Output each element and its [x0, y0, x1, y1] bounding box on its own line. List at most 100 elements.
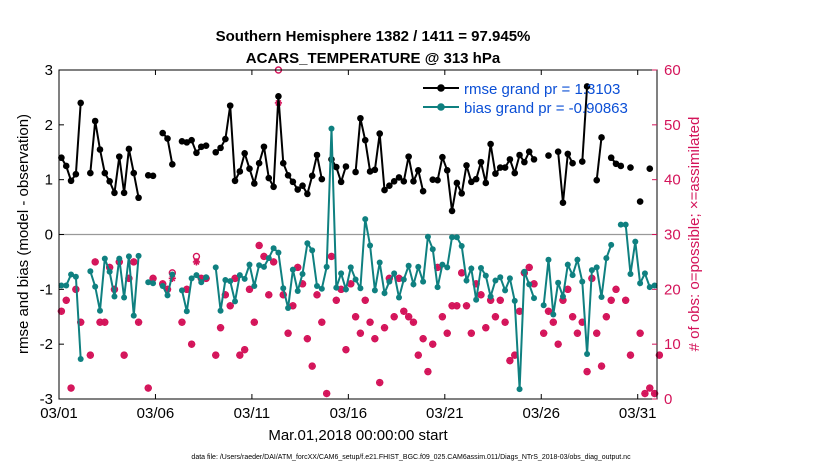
legend-bias-marker [437, 103, 445, 111]
obs-assimilated-point [342, 346, 350, 354]
chart-title: Southern Hemisphere 1382 / 1411 = 97.945… [216, 28, 531, 45]
bias-point [342, 286, 349, 293]
bias-point [608, 241, 615, 248]
obs-assimilated-point [636, 329, 644, 337]
y2-axis-label: # of obs: o=possible; ×=assimilated [686, 117, 703, 352]
obs-assimilated-point [255, 241, 263, 250]
rmse-point [410, 178, 417, 185]
bias-point [391, 270, 398, 277]
obs-assimilated-point [371, 335, 379, 343]
obs-assimilated-point [313, 291, 321, 299]
rmse-point [559, 199, 567, 206]
legend[interactable]: rmse grand pr = 1.3103 bias grand pr = -… [423, 81, 628, 117]
rmse-point [236, 168, 244, 175]
rmse-point [468, 178, 475, 186]
bias-point [381, 290, 388, 297]
rmse-point [149, 172, 157, 180]
rmse-point [159, 129, 166, 137]
obs-assimilated-point [593, 329, 601, 337]
bias-point [111, 293, 118, 300]
obs-assimilated-point [308, 362, 316, 370]
obs-assimilated-point [641, 389, 649, 398]
rmse-point [583, 83, 591, 90]
bias-point [217, 307, 224, 314]
rmse-point [448, 207, 456, 215]
obs-assimilated-point [540, 329, 548, 337]
plot-area: 03/01 03/06 03/11 03/16 03/21 03/26 03/31 -3 -2 -… [40, 62, 681, 422]
obs-assimilated-point [361, 296, 369, 304]
rmse-point [525, 148, 533, 156]
obs-assimilated-point [323, 389, 331, 398]
legend-bias-label: bias grand pr = -0.90863 [464, 100, 628, 117]
rmse-line [330, 158, 347, 186]
bias-point [420, 278, 427, 285]
bias-point [333, 284, 340, 291]
bias-point [376, 259, 383, 266]
bias-point [468, 265, 475, 272]
rmse-point [487, 140, 494, 148]
bias-point [169, 271, 176, 278]
obs-assimilated-point [453, 302, 461, 310]
bias-point [285, 304, 292, 311]
bias-point [449, 234, 456, 241]
bias-point [617, 221, 624, 228]
rmse-point [530, 156, 538, 163]
rmse-point [627, 164, 634, 171]
rmse-point [419, 187, 427, 195]
rmse-point [646, 165, 654, 172]
bias-point [222, 277, 229, 284]
obs-assimilated-point [564, 285, 572, 293]
bias-point [405, 262, 412, 269]
rmse-point [255, 159, 263, 167]
rmse-point [636, 198, 644, 205]
bias-point [212, 264, 219, 271]
bias-point [280, 285, 287, 292]
bias-point [584, 351, 591, 358]
rmse-point [477, 158, 485, 166]
y-tick-label: -2 [40, 336, 53, 353]
bias-point [178, 287, 185, 294]
bias-point [328, 125, 335, 132]
rmse-point [193, 149, 200, 157]
bias-point [58, 282, 65, 289]
rmse-point [492, 170, 499, 177]
obs-assimilated-point [496, 296, 504, 304]
bias-point [362, 216, 369, 223]
rmse-point [405, 153, 412, 160]
obs-assimilated-point [67, 384, 75, 392]
obs-assimilated-point [188, 340, 196, 348]
obs-assimilated-point [573, 329, 582, 337]
obs-assimilated-point [646, 384, 654, 392]
rmse-point [188, 136, 195, 144]
rmse-point [169, 161, 176, 168]
rmse-point [279, 159, 287, 167]
bias-point [164, 292, 171, 299]
y2-tick-label: 40 [664, 172, 681, 189]
obs-assimilated-point [212, 351, 220, 359]
obs-assimilated-point [241, 346, 249, 354]
y-tick-label: 0 [45, 227, 53, 244]
obs-assimilated-point [390, 313, 398, 321]
obs-assimilated-point [216, 324, 225, 332]
bias-point [540, 302, 547, 309]
bias-point [101, 255, 108, 262]
bias-point [473, 296, 480, 303]
obs-assimilated-point [86, 351, 94, 359]
bias-point [188, 275, 195, 282]
obs-assimilated-point [501, 318, 509, 326]
obs-assimilated-point [62, 296, 70, 304]
rmse-point [395, 174, 403, 181]
bias-point [526, 281, 533, 288]
obs-assimilated-point [583, 367, 591, 376]
obs-assimilated-point [226, 302, 234, 310]
obs-assimilated-point [236, 351, 244, 359]
rmse-point [294, 186, 302, 193]
bias-point [497, 274, 504, 281]
obs-assimilated-point [597, 362, 606, 370]
bias-point [338, 270, 345, 277]
y-tick-label: 1 [45, 172, 53, 189]
rmse-point [453, 179, 461, 187]
rmse-point [371, 166, 379, 174]
obs-assimilated-point [347, 280, 355, 288]
